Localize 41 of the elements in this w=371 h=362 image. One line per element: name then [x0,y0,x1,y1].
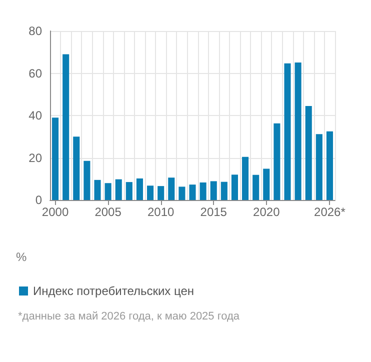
bar [200,182,206,200]
y-tick-label: 40 [28,108,42,122]
bar [316,134,322,200]
y-tick-label: 60 [28,66,42,80]
bar [189,184,196,200]
y-tick-label: 20 [28,150,42,165]
bar [220,182,228,200]
bar [62,54,70,200]
x-tick-label: 2000 [42,205,69,219]
x-tick-label: 2015 [200,205,228,219]
bar [147,186,154,200]
bar [326,131,333,200]
x-tick-label: 2020 [253,205,280,219]
bar [231,174,238,200]
bar [242,156,249,200]
bar [73,136,80,200]
bar [252,174,260,200]
bar [274,123,280,200]
x-tick-label: 2005 [94,205,122,219]
bar [284,63,291,200]
y-axis-title: % [16,250,27,264]
bar [263,168,270,200]
bar [136,178,143,200]
bar [294,62,302,200]
bar [104,183,112,200]
bar [178,186,186,200]
bar [115,179,122,200]
x-tick-label: 2026* [314,205,346,219]
text: *данные за май 2026 года, к маю 2025 года [18,310,240,322]
bar [168,178,175,200]
bar [158,186,164,200]
legend-label: Индекс потребительских цен [33,284,194,298]
bar [305,106,312,200]
bar [52,118,59,200]
bar [210,181,217,200]
bar [84,160,90,200]
x-tick-label: 2010 [147,205,175,219]
y-tick-label: 0 [35,193,42,207]
bar [126,182,132,200]
y-tick-label: 80 [28,24,42,38]
bar [94,180,101,200]
